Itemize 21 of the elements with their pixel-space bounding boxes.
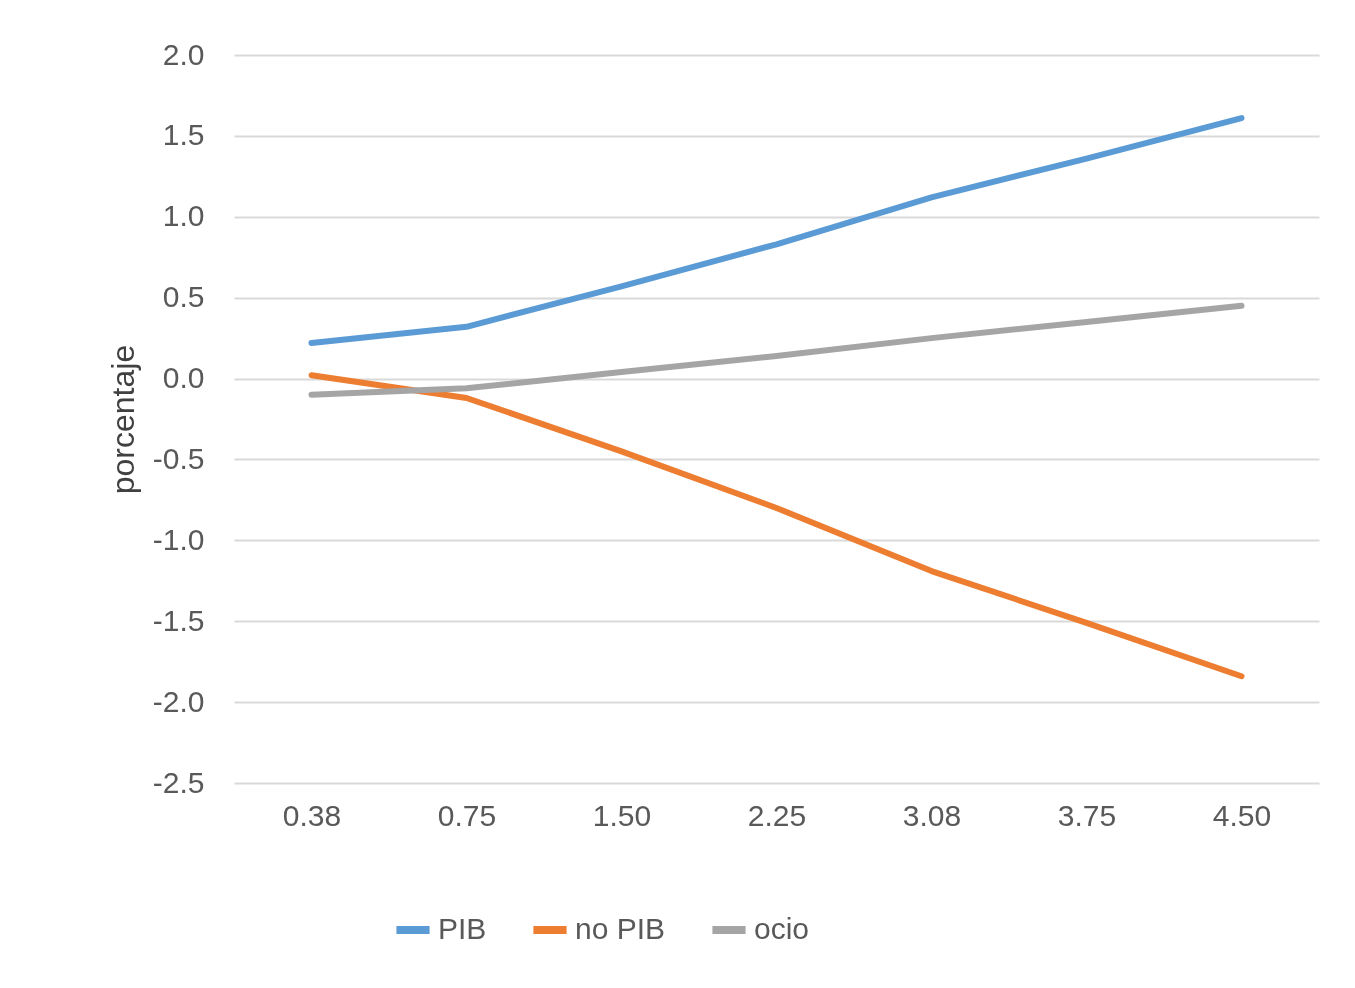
y-tick-label: 1.5 xyxy=(162,118,205,152)
x-tick-label: 3.75 xyxy=(1057,798,1117,832)
x-tick-label: 0.38 xyxy=(282,798,342,832)
y-axis-title: porcentaje xyxy=(104,344,141,495)
x-tick-label: 0.75 xyxy=(437,798,497,832)
y-tick-label: -2.5 xyxy=(152,765,205,799)
y-tick-label: 2.0 xyxy=(162,37,205,71)
y-tick-label: 0.0 xyxy=(162,361,205,395)
y-tick-label: -1.5 xyxy=(152,603,205,637)
x-tick-label: 4.50 xyxy=(1212,798,1272,832)
y-tick-label: -1.0 xyxy=(152,522,205,556)
x-tick-label: 1.50 xyxy=(592,798,652,832)
y-tick-label: 1.0 xyxy=(162,199,205,233)
y-tick-label: -0.5 xyxy=(152,441,205,475)
y-tick-label: -2.0 xyxy=(152,684,205,718)
legend-label: PIB xyxy=(438,912,487,945)
x-tick-label: 2.25 xyxy=(747,798,807,832)
legend-label: ocio xyxy=(754,912,810,945)
x-tick-label: 3.08 xyxy=(902,798,962,832)
legend-label: no PIB xyxy=(575,912,666,945)
y-tick-label: 0.5 xyxy=(162,280,205,314)
